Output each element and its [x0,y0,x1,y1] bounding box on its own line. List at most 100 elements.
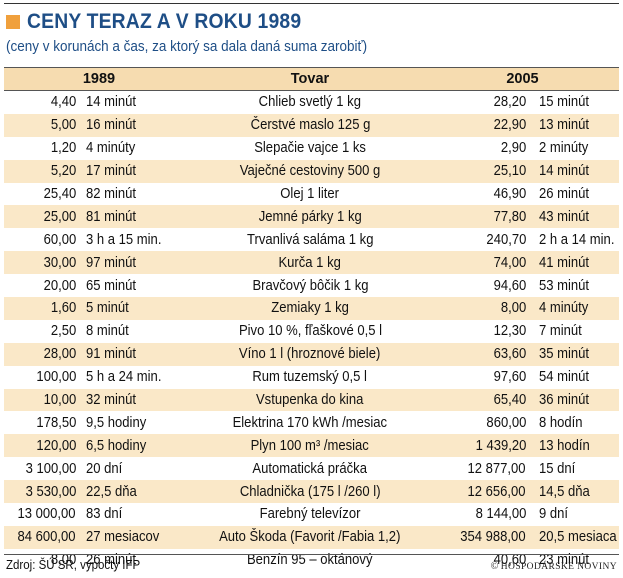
time-2005-cell: 41 minút [526,255,619,271]
time-2005-cell: 2 minúty [526,140,619,156]
price-2005-cell: 12 656,00 [426,484,526,500]
time-1989: 3 h a 15 min. [86,231,162,248]
item-name: Pivo 10 %, fľaškové 0,5 l [238,323,382,340]
price-2005: 25,10 [493,163,526,180]
time-1989: 65 minút [86,277,137,294]
table-row: 13 000,00 83 dní Farebný televízor 8 144,00… [4,503,619,526]
table-row: 30,00 97 minút Kurča 1 kg 74,00 41 minút [4,251,619,275]
price-1989-cell: 1,20 [4,140,76,156]
time-2005: 43 minút [539,208,590,225]
item-name: Vstupenka do kina [256,392,364,409]
time-1989: 32 minút [86,392,137,409]
time-2005-cell: 8 hodín [526,415,619,431]
price-1989-cell: 100,00 [4,369,76,385]
title-row: CENY TERAZ A V ROKU 1989 [6,10,325,34]
time-2005: 7 minút [539,323,582,340]
time-1989-cell: 26 minút [76,552,194,568]
price-1989-cell: 4,40 [4,94,76,110]
time-1989-cell: 5 h a 24 min. [76,369,194,385]
time-1989-cell: 16 minút [76,117,194,133]
table-row: 84 600,00 27 mesiacov Auto Škoda (Favorit … [4,525,619,549]
price-2005-cell: 12 877,00 [426,461,526,477]
table-row: 10,00 32 minút Vstupenka do kina 65,40 36 mi… [4,388,619,412]
item-name-cell: Chladnička (175 l /260 l) [194,484,426,500]
table-row: 3 100,00 20 dní Automatická práčka 12 877,0… [4,457,619,481]
item-name-cell: Bravčový bôčik 1 kg [194,278,426,294]
price-2005-cell: 8,00 [426,300,526,316]
time-2005-cell: 54 minút [526,369,619,385]
time-2005-cell: 13 minút [526,117,619,133]
price-1989: 30,00 [43,254,76,271]
time-2005-cell: 43 minút [526,209,619,225]
price-2005: 8 144,00 [475,506,526,523]
item-name-cell: Olej 1 liter [194,186,426,202]
time-2005-cell: 14 minút [526,163,619,179]
item-name-cell: Slepačie vajce 1 ks [194,140,426,156]
time-1989-cell: 97 minút [76,255,194,271]
price-2005-cell: 40,60 [426,552,526,568]
time-1989-cell: 14 minút [76,94,194,110]
header-1989: 1989 [82,71,116,87]
time-2005: 15 minút [539,94,590,111]
time-2005-cell: 14,5 dňa [526,484,619,500]
price-1989-cell: 2,50 [4,323,76,339]
price-1989: 3 530,00 [25,483,76,500]
time-2005: 23 minút [539,552,590,569]
price-2005-cell: 12,30 [426,323,526,339]
price-table: 1989 Tovar 2005 4,40 14 minút Chlieb svetl… [4,67,619,572]
time-2005: 2 minúty [539,140,589,157]
item-name-cell: Trvanlivá saláma 1 kg [194,232,426,248]
price-1989-cell: 10,00 [4,392,76,408]
item-name: Elektrina 170 kWh /mesiac [232,414,388,431]
price-1989: 13 000,00 [17,506,76,523]
price-2005: 97,60 [493,369,526,386]
time-1989-cell: 4 minúty [76,140,194,156]
item-name-cell: Kurča 1 kg [194,255,426,271]
top-rule [4,3,619,4]
table-row: 25,40 82 minút Olej 1 liter 46,90 26 minút [4,182,619,206]
time-1989-cell: 91 minút [76,346,194,362]
time-1989-cell: 9,5 hodiny [76,415,194,431]
table-row: 60,00 3 h a 15 min. Trvanlivá saláma 1 kg 2… [4,228,619,252]
price-1989: 5,20 [50,163,76,180]
table-row: 120,00 6,5 hodiny Plyn 100 m³ /mesiac 1 439… [4,434,619,458]
time-1989: 16 minút [86,117,137,134]
time-2005: 54 minút [539,369,590,386]
price-2005: 8,00 [500,300,526,317]
table-row: 100,00 5 h a 24 min. Rum tuzemský 0,5 l 97,… [4,365,619,389]
price-2005: 28,20 [493,94,526,111]
time-2005-cell: 15 minút [526,94,619,110]
price-1989-cell: 120,00 [4,438,76,454]
price-1989: 25,00 [43,208,76,225]
price-1989: 100,00 [36,369,76,386]
time-1989: 83 dní [86,506,123,523]
table-row: 25,00 81 minút Jemné párky 1 kg 77,80 43 min… [4,205,619,229]
item-name: Kurča 1 kg [278,254,342,271]
price-1989: 120,00 [36,437,76,454]
time-1989-cell: 82 minút [76,186,194,202]
item-name-cell: Vstupenka do kina [194,392,426,408]
time-1989-cell: 6,5 hodiny [76,438,194,454]
price-1989-cell: 20,00 [4,278,76,294]
page-subtitle: (ceny v korunách a čas, za ktorý sa dala… [6,39,368,55]
publisher-credit: © HOSPODÁRSKE NOVINY [491,561,617,572]
price-2005-cell: 46,90 [426,186,526,202]
item-name-cell: Pivo 10 %, fľaškové 0,5 l [194,323,426,339]
price-2005: 63,60 [493,346,526,363]
price-2005-cell: 65,40 [426,392,526,408]
price-2005: 354 988,00 [460,529,526,546]
price-2005-cell: 97,60 [426,369,526,385]
price-1989: 178,50 [36,414,76,431]
price-1989-cell: 25,00 [4,209,76,225]
item-name: Chlieb svetlý 1 kg [258,94,362,111]
price-1989-cell: 1,60 [4,300,76,316]
time-2005: 20,5 mesiaca [539,529,617,546]
time-1989: 17 minút [86,163,137,180]
time-1989: 26 minút [86,552,137,569]
copyright-icon: © [490,561,499,572]
item-name: Trvanlivá saláma 1 kg [246,231,374,248]
time-2005-cell: 15 dní [526,461,619,477]
table-row: 178,50 9,5 hodiny Elektrina 170 kWh /mesia… [4,411,619,435]
header-2005: 2005 [506,71,539,87]
price-2005-cell: 28,20 [426,94,526,110]
